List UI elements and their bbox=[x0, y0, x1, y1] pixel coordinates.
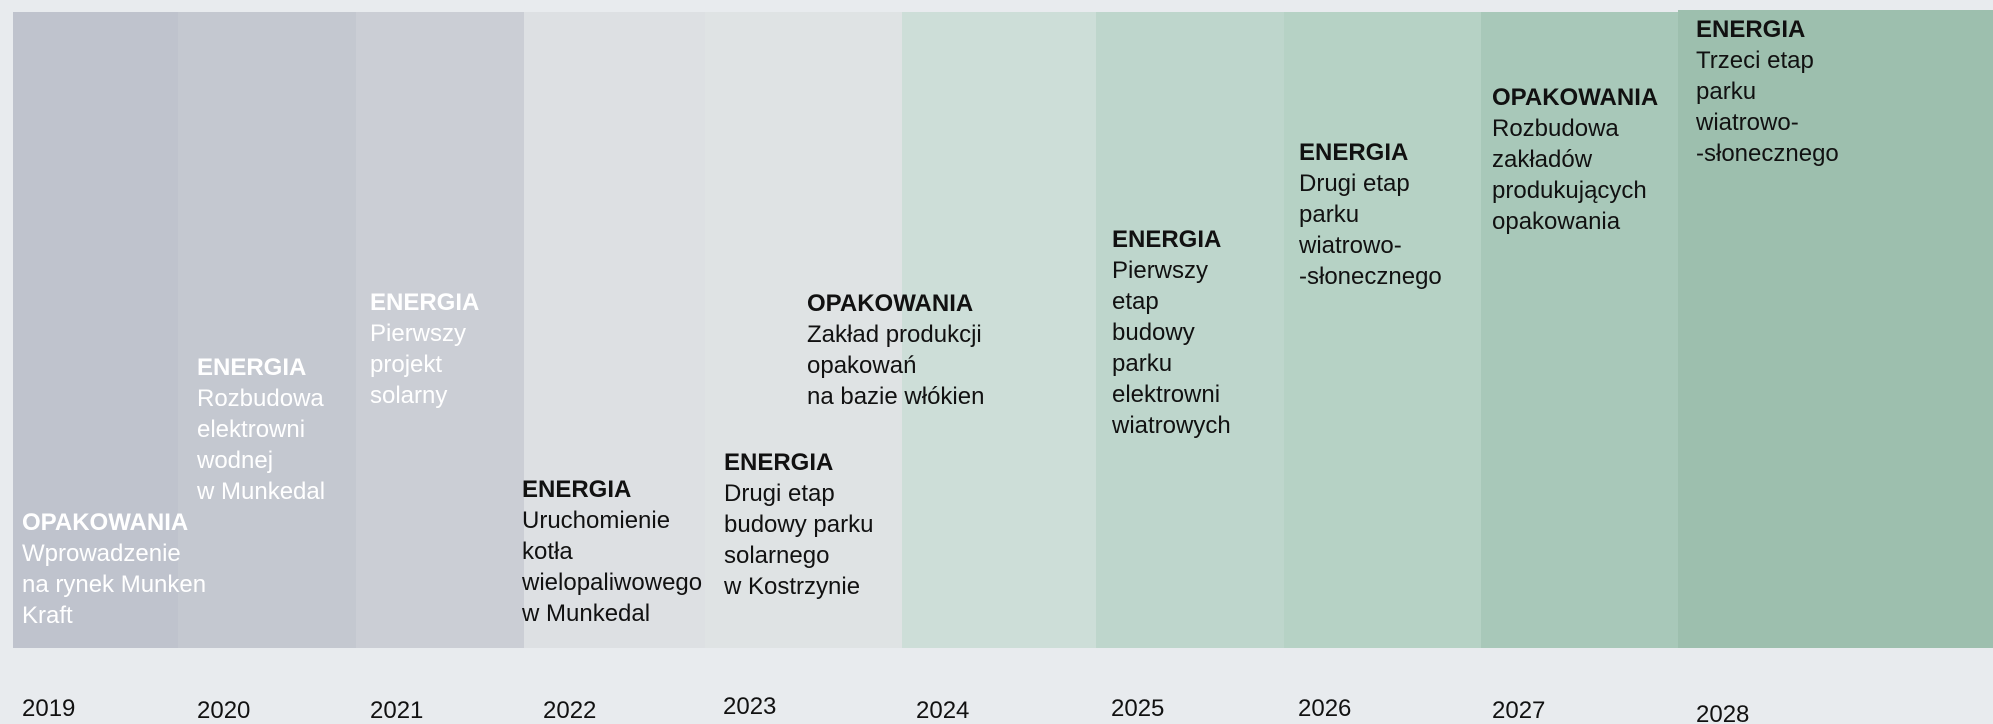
milestone-text: zakładów bbox=[1492, 146, 1593, 173]
category: ENERGIA bbox=[370, 289, 479, 316]
milestone-text: opakowania bbox=[1492, 208, 1621, 235]
category: OPAKOWANIA bbox=[22, 509, 188, 536]
milestone-text: -słonecznego bbox=[1696, 140, 1839, 167]
milestone-text: solarny bbox=[370, 382, 447, 409]
year-label: 2026 bbox=[1298, 695, 1351, 722]
year-band bbox=[524, 12, 705, 648]
milestone-text: wiatrowo- bbox=[1298, 232, 1402, 259]
category: ENERGIA bbox=[1299, 139, 1408, 166]
milestone-text: Rozbudowa bbox=[197, 385, 324, 412]
year-label: 2021 bbox=[370, 697, 423, 724]
milestone-text: solarnego bbox=[724, 542, 829, 569]
milestone-text: parku bbox=[1112, 350, 1172, 377]
year-band bbox=[178, 12, 356, 648]
milestone-text: kotła bbox=[522, 538, 573, 565]
year-label: 2019 bbox=[22, 695, 75, 722]
milestone-text: parku bbox=[1299, 201, 1359, 228]
year-band bbox=[1096, 12, 1284, 648]
milestone-text: w Munkedal bbox=[196, 478, 325, 505]
milestone-text: wodnej bbox=[196, 447, 273, 474]
milestone-text: wiatrowych bbox=[1111, 412, 1231, 439]
milestone-text: na bazie włókien bbox=[807, 383, 984, 410]
year-label: 2024 bbox=[916, 697, 969, 724]
category: ENERGIA bbox=[522, 476, 631, 503]
milestone-text: etap bbox=[1112, 288, 1159, 315]
year-band bbox=[1481, 12, 1678, 648]
year-band bbox=[1284, 12, 1481, 648]
milestone-text: w Kostrzynie bbox=[723, 573, 860, 600]
year-label: 2028 bbox=[1696, 701, 1749, 724]
milestone-text: Rozbudowa bbox=[1492, 115, 1619, 142]
category: ENERGIA bbox=[1112, 226, 1221, 253]
year-label: 2022 bbox=[543, 697, 596, 724]
milestone-text: projekt bbox=[370, 351, 442, 378]
milestone-text: wielopaliwowego bbox=[521, 569, 702, 596]
milestone-text: produkujących bbox=[1492, 177, 1647, 204]
category: ENERGIA bbox=[1696, 16, 1805, 43]
year-label: 2023 bbox=[723, 693, 776, 720]
milestone-text: Wprowadzenie bbox=[22, 540, 181, 567]
year-label: 2025 bbox=[1111, 695, 1164, 722]
category: OPAKOWANIA bbox=[1492, 84, 1658, 111]
milestone-text: na rynek Munken bbox=[22, 571, 206, 598]
milestone-text: Drugi etap bbox=[1299, 170, 1410, 197]
milestone-text: Pierwszy bbox=[1112, 257, 1208, 284]
year-band bbox=[1678, 10, 1993, 648]
milestone-text: w Munkedal bbox=[521, 600, 650, 627]
milestone-text: Uruchomienie bbox=[522, 507, 670, 534]
milestone-text: opakowań bbox=[807, 352, 916, 379]
milestone-text: -słonecznego bbox=[1299, 263, 1442, 290]
milestone-text: elektrowni bbox=[1112, 381, 1220, 408]
milestone-text: budowy parku bbox=[724, 511, 873, 538]
category: ENERGIA bbox=[724, 449, 833, 476]
category: ENERGIA bbox=[197, 354, 306, 381]
milestone-text: parku bbox=[1696, 78, 1756, 105]
year-label: 2020 bbox=[197, 697, 250, 724]
category: OPAKOWANIA bbox=[807, 290, 973, 317]
year-label: 2027 bbox=[1492, 697, 1545, 724]
milestone-text: elektrowni bbox=[197, 416, 305, 443]
milestone-text: Kraft bbox=[22, 602, 73, 629]
year-band bbox=[13, 12, 178, 648]
milestone-text: Drugi etap bbox=[724, 480, 835, 507]
milestone-text: Zakład produkcji bbox=[807, 321, 982, 348]
milestone-text: Pierwszy bbox=[370, 320, 466, 347]
year-band bbox=[356, 12, 524, 648]
year-band bbox=[705, 12, 902, 648]
milestone-text: wiatrowo- bbox=[1695, 109, 1799, 136]
year-band bbox=[902, 12, 1096, 648]
milestone-text: Trzeci etap bbox=[1696, 47, 1814, 74]
milestone-text: budowy bbox=[1112, 319, 1195, 346]
